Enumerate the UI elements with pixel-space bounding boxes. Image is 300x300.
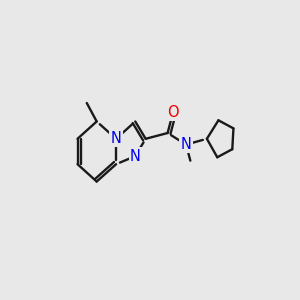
- Text: O: O: [167, 105, 179, 120]
- Text: N: N: [181, 137, 191, 152]
- Text: N: N: [111, 131, 122, 146]
- Text: N: N: [130, 148, 141, 164]
